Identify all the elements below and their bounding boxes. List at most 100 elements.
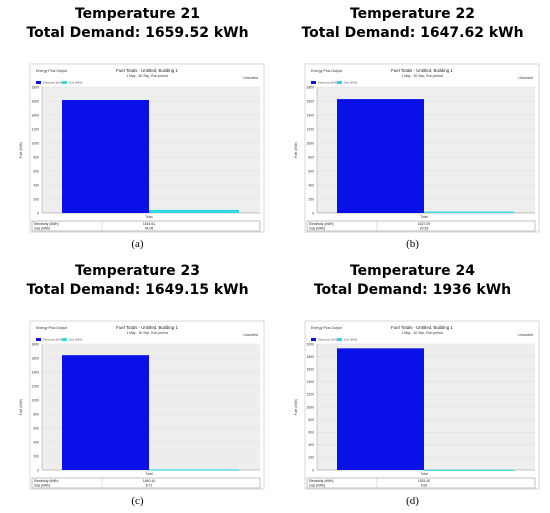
chart-subtitle: 1 May - 30 Sep, Run period (126, 331, 168, 335)
x-tick-label: Total (145, 472, 152, 476)
y-tick-label: 200 (308, 197, 314, 201)
legend-swatch (36, 81, 41, 84)
legend-swatch (311, 81, 316, 84)
legend-swatch (62, 81, 67, 84)
y-tick-label: 1200 (306, 127, 314, 131)
chart-subtitle: 1 May - 30 Sep, Run period (401, 331, 443, 335)
y-tick-label: 0 (37, 211, 39, 215)
table-row-value: 1640.44 (143, 479, 155, 483)
y-tick-label: 1000 (306, 141, 314, 145)
panel-title: Temperature 23 (74, 263, 201, 279)
bar-gas (424, 211, 514, 213)
chart-title: Fuel Totals - Untitled, Building 1 (391, 325, 453, 330)
bar-electricity (62, 355, 149, 470)
y-tick-label: 1800 (306, 85, 314, 89)
x-tick-label: Total (145, 215, 152, 219)
bar-electricity (337, 99, 424, 213)
y-tick-label: 1800 (31, 85, 39, 89)
chart-panel-d: Temperature 24 Total Demand: 1936 kWh En… (275, 257, 550, 513)
chart-subtitle: 1 May - 30 Sep, Run period (401, 74, 443, 78)
y-tick-label: 1600 (306, 368, 314, 372)
panel-title: Temperature 24 (349, 263, 476, 279)
y-tick-label: 1600 (306, 99, 314, 103)
data-table (31, 220, 261, 232)
y-tick-label: 1800 (306, 355, 314, 359)
corner-label-right: Unsorted (518, 333, 533, 337)
legend-label: Gas (kWh) (344, 338, 357, 342)
y-tick-label: 1000 (31, 141, 39, 145)
chart-title: Fuel Totals - Untitled, Building 1 (116, 68, 178, 73)
y-tick-label: 200 (33, 454, 39, 458)
x-tick-label: Total (420, 215, 427, 219)
fuel-totals-chart-d: Energy Plus Output Unsorted Fuel Totals - … (294, 320, 540, 490)
panel-caption: (c) (131, 495, 144, 507)
bar-gas (149, 209, 239, 213)
table-row-label: Gas (kWh) (34, 227, 50, 231)
panel-title: Temperature 21 (74, 6, 201, 22)
y-tick-label: 1000 (31, 398, 39, 402)
panel-subtitle: Total Demand: 1936 kWh (313, 282, 512, 298)
y-tick-label: 1400 (306, 113, 314, 117)
corner-label-right: Unsorted (518, 76, 533, 80)
legend-swatch (311, 338, 316, 341)
legend-label: Electricity (kWh) (318, 338, 338, 342)
chart-subtitle: 1 May - 30 Sep, Run period (126, 74, 168, 78)
legend-label: Gas (kWh) (69, 81, 82, 85)
corner-label-left: Energy Plus Output (36, 69, 67, 73)
table-row-label: Electricity (kWh) (309, 479, 334, 483)
legend-label: Gas (kWh) (344, 81, 357, 85)
legend-swatch (36, 338, 41, 341)
bar-electricity (62, 99, 149, 213)
bar-gas (149, 469, 239, 471)
panel-subtitle: Total Demand: 1647.62 kWh (301, 25, 524, 41)
corner-label-right: Unsorted (243, 333, 258, 337)
table-row-value: 8.71 (146, 484, 153, 488)
y-tick-label: 800 (33, 155, 39, 159)
y-tick-label: 1200 (31, 384, 39, 388)
corner-label-left: Energy Plus Output (311, 326, 342, 330)
y-tick-label: 0 (312, 468, 314, 472)
legend-swatch (62, 338, 67, 341)
y-tick-label: 800 (33, 412, 39, 416)
chart-panel-b: Temperature 22 Total Demand: 1647.62 kWh… (275, 0, 550, 256)
legend-swatch (337, 338, 342, 341)
y-tick-label: 400 (308, 443, 314, 447)
data-table (31, 477, 261, 489)
fuel-totals-chart-c: Energy Plus Output Unsorted Fuel Totals - … (19, 320, 265, 490)
table-row-value: 1614.61 (143, 222, 155, 226)
y-tick-label: 1400 (31, 113, 39, 117)
bar-gas (424, 469, 514, 471)
y-tick-label: 400 (308, 183, 314, 187)
table-row-value: 20.53 (420, 227, 429, 231)
x-tick-label: Total (420, 472, 427, 476)
y-tick-label: 1200 (31, 127, 39, 131)
fuel-totals-chart-b: Energy Plus Output Unsorted Fuel Totals - … (294, 63, 540, 233)
panel-caption: (b) (406, 238, 419, 250)
table-row-label: Gas (kWh) (309, 227, 325, 231)
y-tick-label: 0 (312, 211, 314, 215)
legend-label: Electricity (kWh) (43, 338, 63, 342)
y-tick-label: 2000 (306, 342, 314, 346)
y-tick-label: 800 (308, 155, 314, 159)
table-row-value: 1931.00 (418, 479, 430, 483)
y-tick-label: 1600 (31, 356, 39, 360)
y-axis-label: Fuel (kWh) (294, 399, 298, 416)
y-tick-label: 1400 (31, 370, 39, 374)
y-tick-label: 200 (33, 197, 39, 201)
data-table (306, 220, 536, 232)
table-row-label: Gas (kWh) (34, 484, 50, 488)
y-axis-label: Fuel (kWh) (19, 142, 23, 159)
y-tick-label: 800 (308, 418, 314, 422)
y-tick-label: 1400 (306, 380, 314, 384)
corner-label-right: Unsorted (243, 76, 258, 80)
legend-label: Electricity (kWh) (43, 81, 63, 85)
y-tick-label: 400 (33, 440, 39, 444)
y-tick-label: 0 (37, 468, 39, 472)
chart-title: Fuel Totals - Untitled, Building 1 (116, 325, 178, 330)
table-row-label: Gas (kWh) (309, 484, 325, 488)
y-tick-label: 600 (33, 426, 39, 430)
y-tick-label: 1000 (306, 405, 314, 409)
panel-title: Temperature 22 (349, 6, 476, 22)
panel-subtitle: Total Demand: 1659.52 kWh (26, 25, 249, 41)
corner-label-left: Energy Plus Output (36, 326, 67, 330)
